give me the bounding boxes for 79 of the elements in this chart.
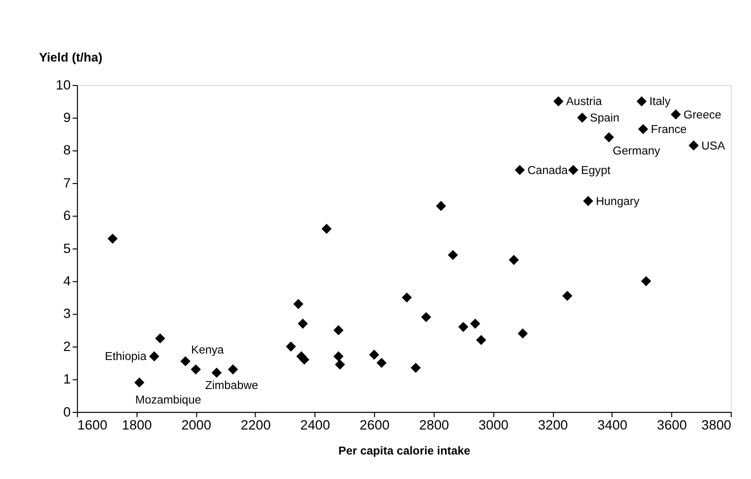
point xyxy=(458,322,468,332)
point xyxy=(553,96,564,106)
point xyxy=(568,164,578,176)
point xyxy=(577,112,588,123)
y-tick-label: 9 xyxy=(63,110,71,126)
x-tick-label: 3400 xyxy=(597,418,628,433)
annotation: Zimbabwe xyxy=(205,380,258,392)
x-tick-label: 2400 xyxy=(300,418,330,433)
point xyxy=(322,224,332,234)
point xyxy=(514,164,525,176)
point xyxy=(149,351,160,362)
annotation: Egypt xyxy=(580,164,612,177)
y-axis-title: Yield (t/ha) xyxy=(38,50,102,64)
annotation: Kenya xyxy=(191,344,224,357)
y-tick-label: 7 xyxy=(63,175,71,190)
point xyxy=(518,328,528,339)
point xyxy=(688,140,699,151)
y-tick-label: 1 xyxy=(63,372,71,387)
x-tick-label: 1800 xyxy=(122,418,152,433)
point xyxy=(670,109,681,120)
point xyxy=(334,359,346,370)
annotation: Ethiopia xyxy=(104,351,148,364)
point xyxy=(402,292,412,303)
annotation: Greece xyxy=(684,109,722,122)
point xyxy=(299,354,310,365)
annotation: USA xyxy=(701,140,726,152)
point xyxy=(155,333,166,344)
point xyxy=(410,362,421,373)
annotation: Austria xyxy=(566,96,603,108)
x-tick-label: 3200 xyxy=(538,418,568,433)
point xyxy=(638,124,648,134)
point xyxy=(470,318,480,329)
annotation: Italy xyxy=(649,96,671,108)
point xyxy=(333,351,344,362)
x-tick-label: 2800 xyxy=(419,418,450,433)
point xyxy=(583,196,594,206)
y-tick-label: 10 xyxy=(56,77,71,92)
point xyxy=(333,325,344,336)
point xyxy=(376,358,387,368)
y-tick-label: 8 xyxy=(63,142,71,158)
annotation: Germany xyxy=(612,146,660,158)
point xyxy=(134,377,144,388)
point xyxy=(286,342,296,352)
annotation: Mozambique xyxy=(135,394,202,407)
y-tick-label: 5 xyxy=(63,240,71,256)
annotation: France xyxy=(650,124,687,136)
point xyxy=(508,254,519,265)
x-tick-label: 3600 xyxy=(656,418,687,433)
y-tick-label: 2 xyxy=(63,338,71,354)
point xyxy=(293,299,304,310)
point xyxy=(180,356,190,366)
point xyxy=(448,250,458,260)
point xyxy=(228,364,238,374)
annotation: Spain xyxy=(590,112,620,125)
annotation: Canada xyxy=(527,164,568,177)
point xyxy=(562,290,572,301)
annotation: Hungary xyxy=(596,196,640,208)
point xyxy=(636,96,647,106)
point xyxy=(108,234,118,244)
y-tick-label: 3 xyxy=(63,306,71,322)
y-tick-label: 6 xyxy=(63,208,71,224)
point xyxy=(212,368,222,378)
point xyxy=(298,318,308,329)
point xyxy=(436,200,446,212)
point xyxy=(369,350,380,360)
x-tick-label: 1600 xyxy=(77,418,108,433)
point xyxy=(641,276,652,286)
point xyxy=(604,132,614,142)
y-tick-label: 4 xyxy=(63,273,72,288)
x-tick-label: 2600 xyxy=(360,418,390,433)
y-tick-label: 0 xyxy=(63,404,71,420)
x-tick-label: 2000 xyxy=(181,418,212,433)
x-axis-title: Per capita calorie intake xyxy=(338,446,471,458)
point xyxy=(190,364,201,374)
point xyxy=(476,334,486,346)
x-tick-label: 2200 xyxy=(240,418,271,433)
x-tick-label: 3000 xyxy=(478,418,508,433)
x-tick-label: 3800 xyxy=(701,418,732,433)
point xyxy=(421,312,432,322)
